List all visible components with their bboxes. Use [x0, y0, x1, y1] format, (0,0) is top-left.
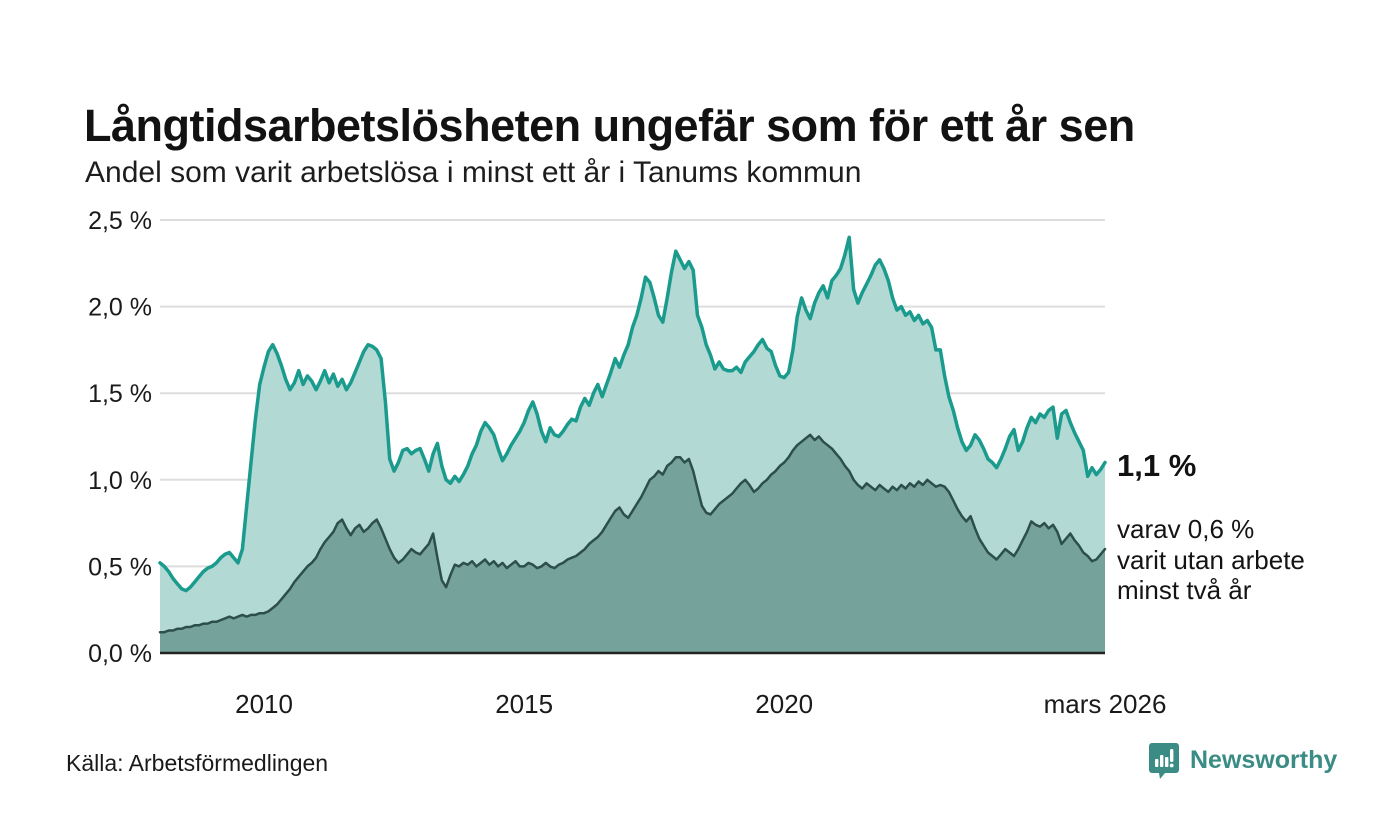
secondary-annotation-line2: varit utan arbete	[1117, 544, 1305, 575]
secondary-annotation-line1: varav 0,6 %	[1117, 514, 1255, 544]
line-one-year	[158, 235, 1107, 593]
y-tick-label: 1,0 %	[88, 467, 152, 495]
x-tick-label: 2010	[235, 689, 293, 719]
x-tick-label: 2015	[495, 689, 553, 719]
newsworthy-wordmark: Newsworthy	[1190, 746, 1338, 774]
y-axis-labels: 0,0 % 0,5 % 1,0 % 1,5 % 2,0 % 2,5 %	[88, 207, 152, 668]
newsworthy-logo: Newsworthy	[1148, 742, 1337, 782]
y-tick-label: 2,5 %	[88, 207, 152, 235]
newsworthy-chart-bubble-icon	[1148, 742, 1180, 780]
secondary-annotation-line3: minst två år	[1117, 575, 1252, 606]
line-two-years	[158, 433, 1107, 634]
y-tick-label: 2,0 %	[88, 294, 152, 322]
end-value-label-total: 1,1 %	[1117, 448, 1197, 483]
y-tick-label: 0,0 %	[88, 640, 152, 668]
page-title: Långtidsarbetslösheten ungefär som för e…	[84, 100, 1135, 152]
x-axis-labels: 2010 2015 2020 mars 2026	[235, 689, 1166, 719]
area-fill-two-years	[160, 434, 1105, 653]
x-tick-label: 2020	[755, 689, 813, 719]
end-value-label-secondary: varav 0,6 % varit utan arbete minst två …	[1117, 514, 1305, 606]
y-tick-label: 0,5 %	[88, 553, 152, 581]
y-tick-label: 1,5 %	[88, 380, 152, 408]
chart-subtitle: Andel som varit arbetslösa i minst ett å…	[85, 156, 862, 189]
source-attribution: Källa: Arbetsförmedlingen	[66, 750, 329, 776]
x-tick-label: mars 2026	[1044, 689, 1167, 719]
